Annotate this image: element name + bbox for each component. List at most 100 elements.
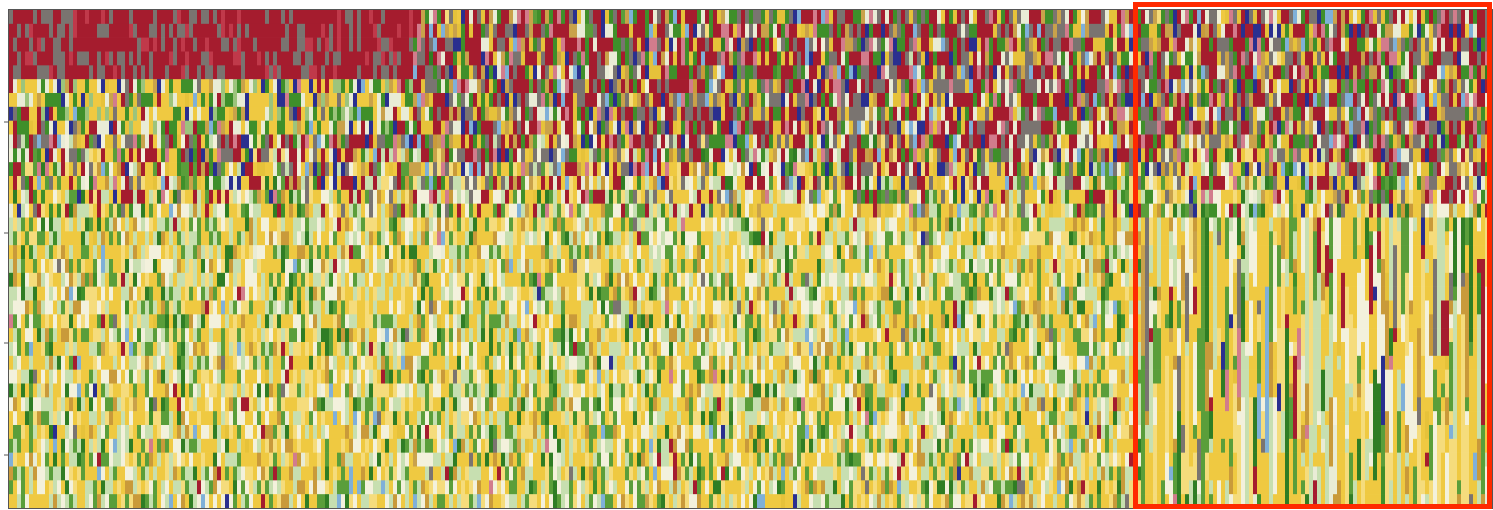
heatmap-cell <box>637 51 641 66</box>
heatmap-cell <box>53 65 57 80</box>
heatmap-cell <box>305 37 309 52</box>
heatmap-cell <box>169 51 173 66</box>
heatmap-cell <box>917 176 921 191</box>
heatmap-cell <box>425 65 429 80</box>
heatmap-cell <box>1113 23 1117 38</box>
heatmap-cell <box>33 120 37 135</box>
heatmap-cell <box>253 93 257 108</box>
heatmap-cell <box>1429 93 1433 108</box>
heatmap-cell <box>529 51 533 66</box>
heatmap-cell <box>1201 93 1205 108</box>
heatmap-cell <box>1393 106 1397 121</box>
heatmap-cell <box>921 120 925 135</box>
heatmap-cell <box>293 162 297 177</box>
heatmap-cell <box>993 93 997 108</box>
heatmap-cell <box>453 51 457 66</box>
heatmap-cell <box>1061 23 1065 38</box>
heatmap-cell <box>301 37 305 52</box>
heatmap-cell <box>49 162 53 177</box>
heatmap-cell <box>813 37 817 52</box>
heatmap-cell <box>1101 37 1105 52</box>
heatmap-cell <box>369 176 373 191</box>
heatmap-cell <box>1333 106 1337 121</box>
heatmap-cell <box>697 148 701 163</box>
heatmap-cell <box>373 65 377 80</box>
heatmap-cell <box>1365 10 1369 25</box>
heatmap-cell <box>1257 79 1261 94</box>
heatmap-cell <box>953 51 957 66</box>
heatmap-cell <box>69 37 73 52</box>
heatmap-cell <box>269 162 273 177</box>
heatmap-cell <box>401 51 405 66</box>
heatmap-cell <box>253 10 257 25</box>
heatmap-cell <box>313 148 317 163</box>
heatmap-cell <box>1477 134 1481 149</box>
heatmap-cell <box>125 106 129 121</box>
heatmap-cell <box>1197 148 1201 163</box>
heatmap-cell <box>1261 134 1265 149</box>
heatmap-cell <box>917 93 921 108</box>
heatmap-cell <box>533 65 537 80</box>
heatmap-cell <box>833 148 837 163</box>
heatmap-cell <box>405 148 409 163</box>
heatmap-cell <box>1369 23 1373 38</box>
heatmap-cell <box>177 148 181 163</box>
heatmap-cell <box>1033 106 1037 121</box>
heatmap-cell <box>1293 65 1297 80</box>
heatmap-cell <box>1437 37 1441 52</box>
heatmap-cell <box>409 10 413 25</box>
heatmap-cell <box>913 23 917 38</box>
heatmap-cell <box>1445 134 1449 149</box>
heatmap-cell <box>853 23 857 38</box>
heatmap-cell <box>1113 106 1117 121</box>
heatmap-cell <box>953 37 957 52</box>
heatmap-cell <box>537 162 541 177</box>
heatmap-cell <box>485 93 489 108</box>
heatmap-cell <box>613 106 617 121</box>
heatmap-cell <box>1265 106 1269 121</box>
heatmap-cell <box>217 176 221 191</box>
heatmap-cell <box>189 176 193 191</box>
heatmap-cell <box>933 176 937 191</box>
heatmap-cell <box>1109 162 1113 177</box>
heatmap-cell <box>177 51 181 66</box>
heatmap-cell <box>713 93 717 108</box>
heatmap-cell <box>21 93 25 108</box>
heatmap-cell <box>1017 10 1021 25</box>
heatmap-cell <box>1313 23 1317 38</box>
heatmap-cell <box>1109 176 1113 191</box>
heatmap-cell <box>449 37 453 52</box>
heatmap-cell <box>345 106 349 121</box>
heatmap-cell <box>1037 10 1041 25</box>
heatmap-cell <box>573 65 577 80</box>
heatmap-cell <box>1349 79 1353 94</box>
heatmap-cell <box>1453 148 1457 163</box>
heatmap-cell <box>1341 79 1345 94</box>
heatmap-cell <box>397 79 401 94</box>
heatmap-cell <box>137 23 141 38</box>
heatmap-cell <box>673 189 677 204</box>
heatmap-cell <box>793 79 797 94</box>
heatmap-cell <box>181 134 185 149</box>
heatmap-cell <box>133 23 137 38</box>
heatmap-cell <box>77 120 81 135</box>
heatmap-cell <box>1045 37 1049 52</box>
heatmap-cell <box>41 106 45 121</box>
heatmap-cell <box>1429 148 1433 163</box>
heatmap-cell <box>589 176 593 191</box>
heatmap-cell <box>1069 134 1073 149</box>
heatmap-cell <box>1249 23 1253 38</box>
heatmap-cell <box>949 10 953 25</box>
heatmap-cell <box>1173 93 1177 108</box>
heatmap-cell <box>149 148 153 163</box>
heatmap-cell <box>681 162 685 177</box>
heatmap-cell <box>1481 10 1485 25</box>
heatmap-cell <box>1297 93 1301 108</box>
heatmap-cell <box>1277 176 1281 191</box>
heatmap-cell <box>753 79 757 94</box>
heatmap-cell <box>149 10 153 25</box>
heatmap-cell <box>141 189 145 204</box>
heatmap-cell <box>1057 51 1061 66</box>
heatmap-cell <box>1321 10 1325 25</box>
heatmap-cell <box>145 93 149 108</box>
